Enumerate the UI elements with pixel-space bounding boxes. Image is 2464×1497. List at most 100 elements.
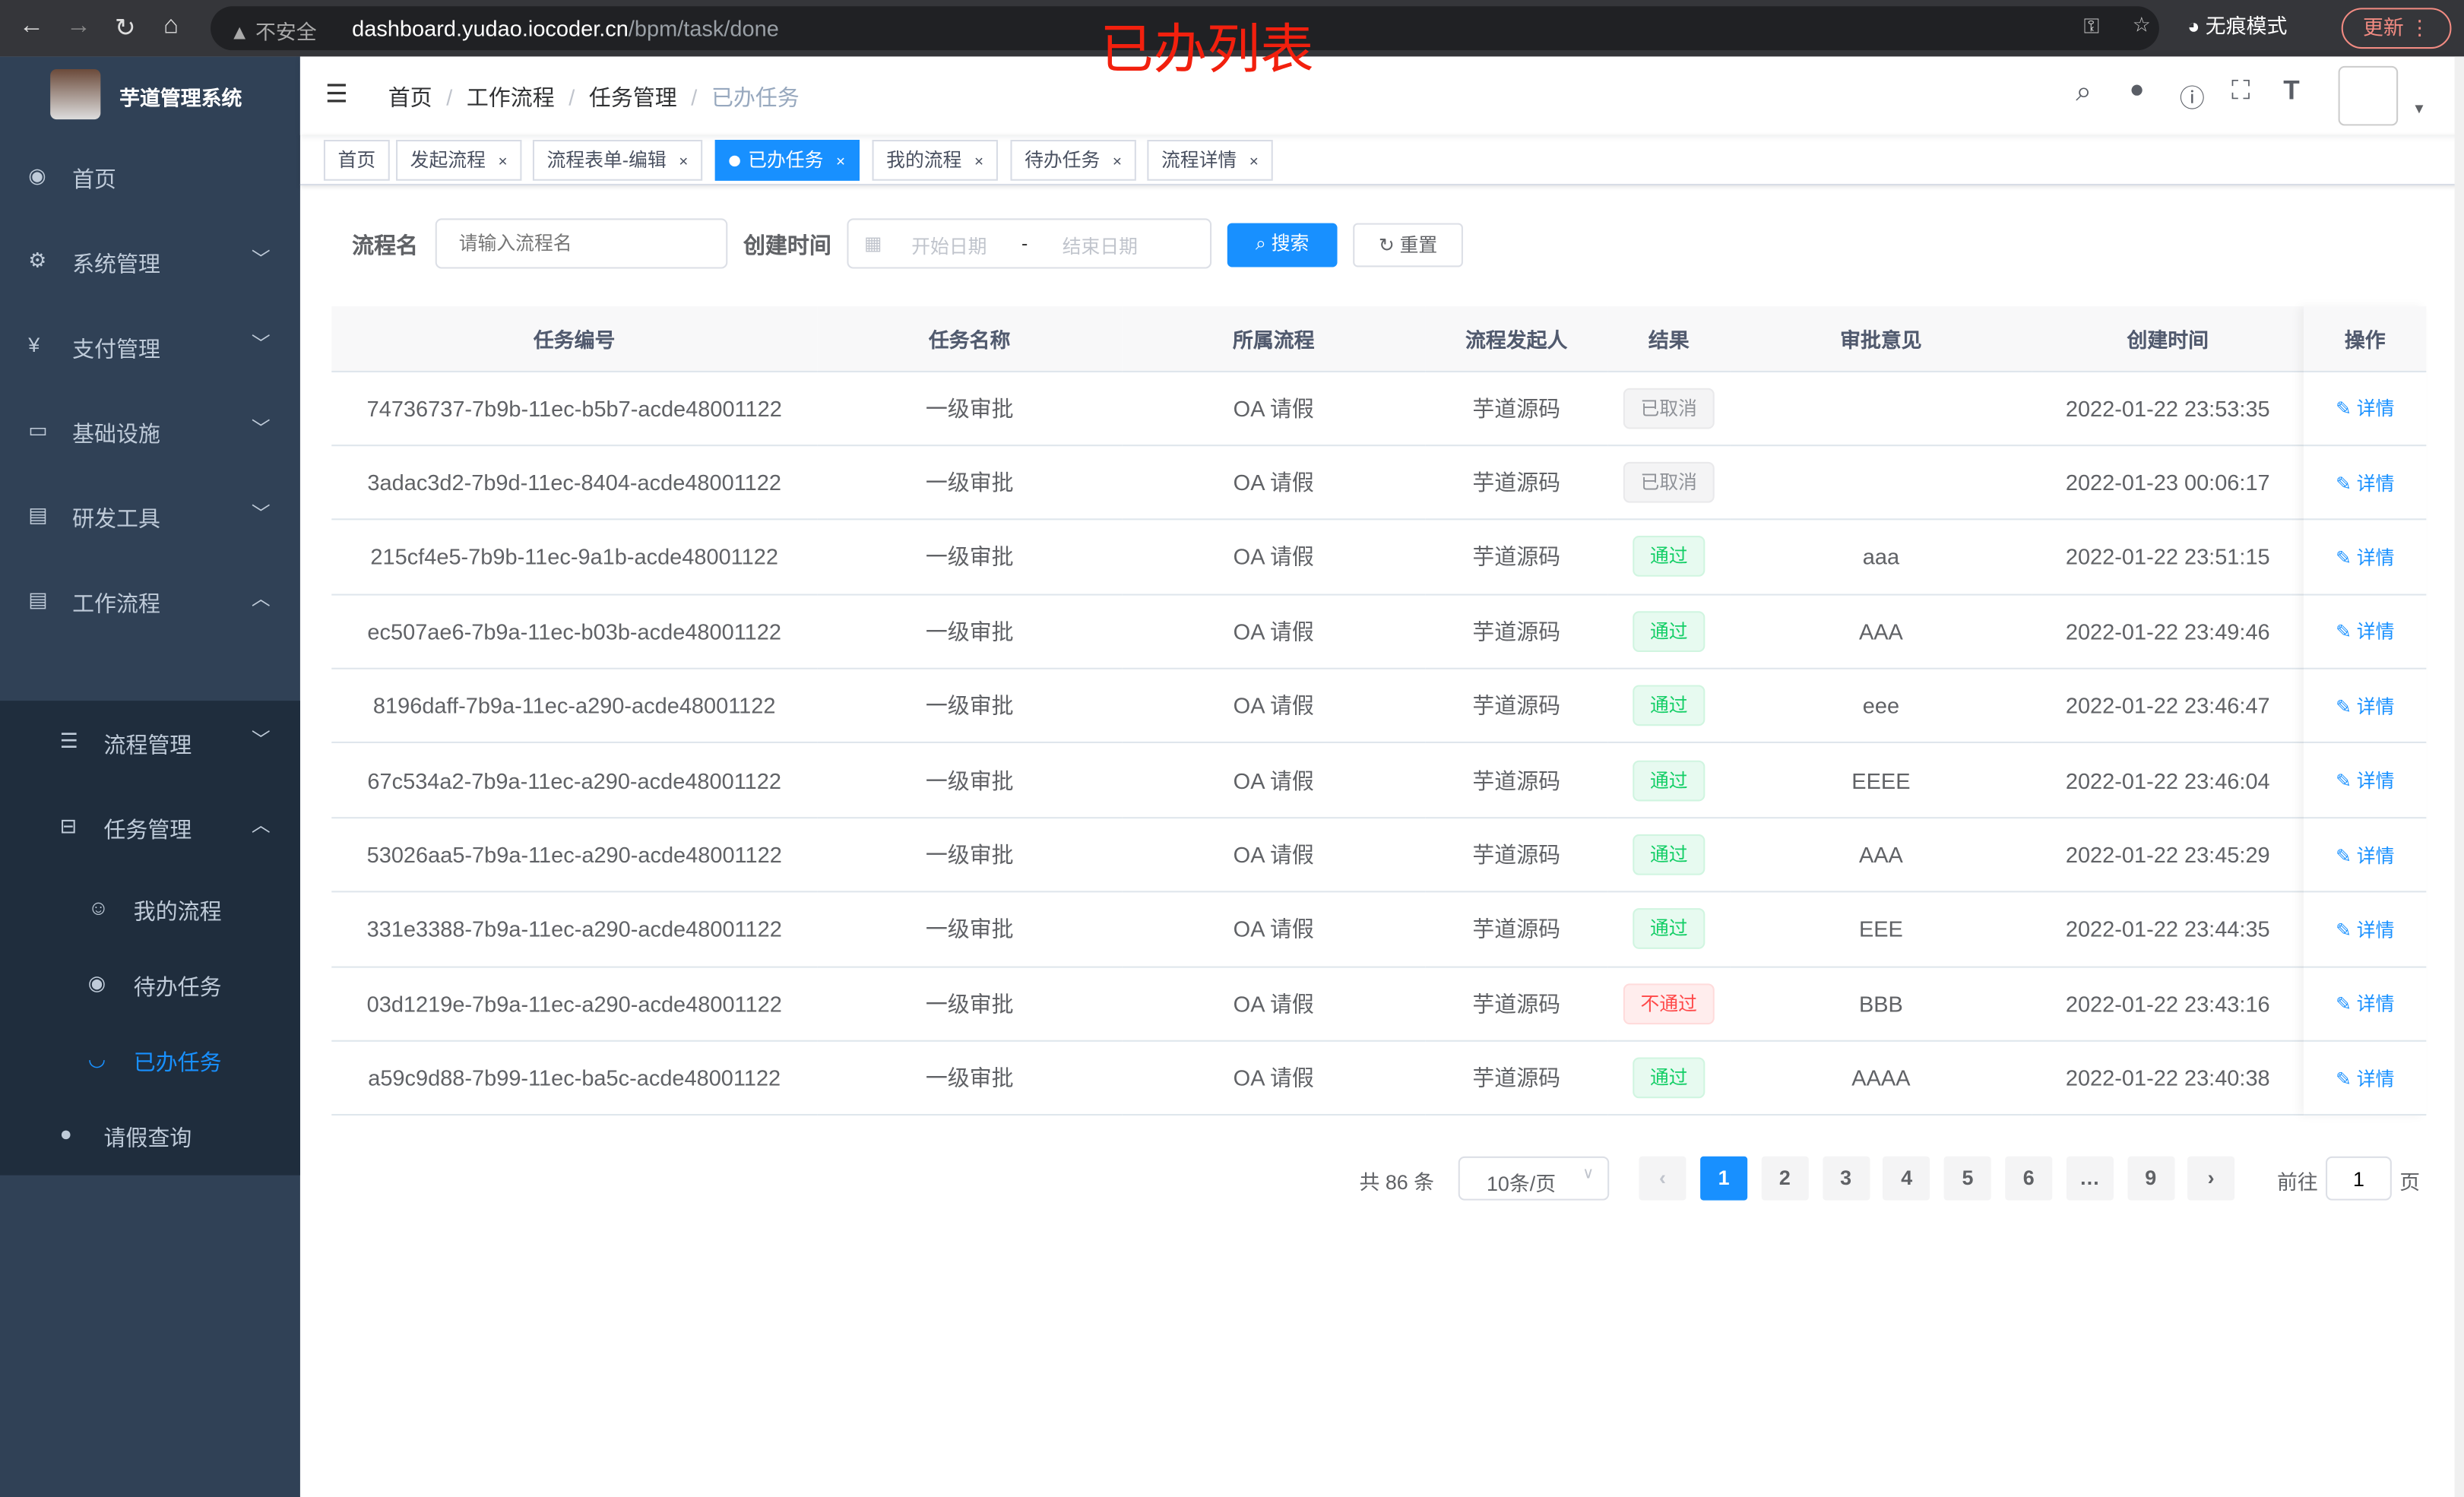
- table-cell: 一级审批: [817, 593, 1123, 669]
- tag-item[interactable]: 待办任务 ×: [1010, 140, 1136, 181]
- date-range-picker[interactable]: ▦ 开始日期 - 结束日期: [847, 218, 1212, 269]
- prev-page-button[interactable]: ‹: [1639, 1156, 1686, 1201]
- chevron-icon: ﹀: [251, 333, 271, 356]
- sidebar-item[interactable]: ▤ 研发工具 ﹀: [0, 474, 300, 559]
- table-cell: 2022-01-22 23:46:04: [2032, 742, 2304, 818]
- github-icon[interactable]: ●: [2129, 77, 2145, 104]
- hamburger-icon[interactable]: ☰: [325, 81, 348, 109]
- breadcrumb-item: 已办任务: [711, 84, 800, 110]
- tag-item[interactable]: 已办任务 ×: [714, 140, 860, 181]
- sidebar-item[interactable]: ◉ 首页: [0, 135, 300, 220]
- search-icon[interactable]: ⌕: [2076, 75, 2092, 107]
- action-cell: ✎ 详情: [2304, 593, 2427, 669]
- detail-link[interactable]: ✎ 详情: [2336, 844, 2394, 866]
- next-page-button[interactable]: ›: [2187, 1156, 2235, 1201]
- close-icon[interactable]: ×: [1249, 153, 1259, 172]
- detail-link[interactable]: ✎ 详情: [2336, 397, 2394, 419]
- cell-text: 2022-01-22 23:44:35: [2065, 916, 2270, 942]
- detail-link[interactable]: ✎ 详情: [2336, 472, 2394, 494]
- cell-text: 2022-01-22 23:43:16: [2065, 991, 2270, 1017]
- update-button[interactable]: 更新 ⋮: [2341, 8, 2452, 49]
- status-badge: 已取消: [1623, 462, 1715, 503]
- close-icon[interactable]: ×: [498, 153, 508, 172]
- end-date-input[interactable]: 结束日期: [1062, 236, 1138, 258]
- detail-link[interactable]: ✎ 详情: [2336, 993, 2394, 1015]
- table-cell: OA 请假: [1122, 1040, 1426, 1116]
- goto-page-input[interactable]: [2326, 1156, 2392, 1201]
- table-cell: 一级审批: [817, 891, 1123, 967]
- avatar[interactable]: [2338, 65, 2399, 126]
- forward-icon[interactable]: →: [65, 12, 91, 40]
- sidebar-item-leave-query[interactable]: ● 请假查询: [0, 1097, 300, 1172]
- cell-text: OA 请假: [1233, 619, 1314, 644]
- table-cell: BBB: [1730, 966, 2032, 1042]
- detail-link[interactable]: ✎ 详情: [2336, 1068, 2394, 1090]
- submenu-leaf[interactable]: ◡ 已办任务: [0, 1021, 300, 1097]
- tag-item[interactable]: 流程表单-编辑 ×: [532, 140, 702, 181]
- close-icon[interactable]: ×: [679, 153, 689, 172]
- fullscreen-icon[interactable]: ⛶: [2231, 75, 2250, 106]
- table-cell: 芋道源码: [1425, 1040, 1608, 1116]
- page-button[interactable]: 1: [1700, 1156, 1748, 1201]
- more-pages-button[interactable]: …: [2066, 1156, 2114, 1201]
- chevron-icon: ﹀: [251, 417, 271, 440]
- detail-link[interactable]: ✎ 详情: [2336, 770, 2394, 792]
- close-icon[interactable]: ×: [974, 153, 984, 172]
- page-button[interactable]: 6: [2005, 1156, 2053, 1201]
- breadcrumb-item[interactable]: 首页: [388, 84, 432, 110]
- close-icon[interactable]: ×: [1112, 153, 1122, 172]
- back-icon[interactable]: ←: [18, 12, 44, 40]
- page-button[interactable]: 9: [2127, 1156, 2174, 1201]
- reload-icon[interactable]: ↻: [114, 15, 136, 43]
- sidebar-item[interactable]: ▤ 工作流程 ︿: [0, 559, 300, 644]
- home-icon[interactable]: ⌂: [163, 12, 179, 40]
- detail-link[interactable]: ✎ 详情: [2336, 621, 2394, 643]
- sidebar-item[interactable]: ▭ 基础设施 ﹀: [0, 390, 300, 475]
- sidebar-item[interactable]: ¥ 支付管理 ﹀: [0, 305, 300, 390]
- page-size-select[interactable]: 10条/页 ∨: [1458, 1156, 1610, 1201]
- cell-text: 2022-01-22 23:49:46: [2065, 619, 2270, 644]
- reset-button[interactable]: ↻ 重置: [1353, 223, 1463, 267]
- sidebar-item[interactable]: ⚙ 系统管理 ﹀: [0, 220, 300, 305]
- star-icon[interactable]: ☆: [2132, 12, 2151, 36]
- page-button[interactable]: 4: [1883, 1156, 1930, 1201]
- process-name-label: 流程名: [352, 233, 418, 258]
- table-cell: 芋道源码: [1425, 668, 1608, 744]
- address-bar[interactable]: ▲ 不安全 dashboard.yudao.iocoder.cn/bpm/tas…: [211, 6, 2159, 51]
- detail-link[interactable]: ✎ 详情: [2336, 695, 2394, 717]
- detail-label: 详情: [2356, 993, 2395, 1016]
- page-button[interactable]: 3: [1822, 1156, 1870, 1201]
- cell-text: OA 请假: [1233, 991, 1314, 1017]
- breadcrumb-item[interactable]: 任务管理: [588, 84, 677, 110]
- key-icon[interactable]: ⚿: [2083, 14, 2100, 38]
- submenu-leaf[interactable]: ☺ 我的流程: [0, 870, 300, 945]
- cell-text: OA 请假: [1233, 470, 1314, 495]
- scrollbar[interactable]: [2454, 56, 2464, 1497]
- process-name-input[interactable]: [435, 218, 728, 269]
- action-cell: ✎ 详情: [2304, 370, 2427, 446]
- cell-text: OA 请假: [1233, 693, 1314, 719]
- tag-item[interactable]: 我的流程 ×: [872, 140, 998, 181]
- detail-link[interactable]: ✎ 详情: [2336, 546, 2394, 568]
- submenu-item[interactable]: ☰ 流程管理 ﹀: [0, 701, 300, 786]
- tag-item[interactable]: 发起流程 ×: [396, 140, 522, 181]
- cell-text: 2022-01-22 23:46:04: [2065, 767, 2270, 793]
- tag-item[interactable]: 流程详情 ×: [1147, 140, 1273, 181]
- tag-item[interactable]: 首页: [323, 140, 390, 181]
- cell-text: 2022-01-22 23:51:15: [2065, 544, 2270, 570]
- caret-down-icon[interactable]: ▼: [2412, 100, 2427, 117]
- close-icon[interactable]: ×: [835, 153, 846, 172]
- status-badge: 已取消: [1623, 388, 1715, 429]
- detail-link[interactable]: ✎ 详情: [2336, 919, 2394, 941]
- help-icon[interactable]: ⓘ: [2179, 86, 2205, 113]
- page-button[interactable]: 2: [1761, 1156, 1809, 1201]
- page-button[interactable]: 5: [1944, 1156, 1992, 1201]
- fixed-column-shadow: [2304, 306, 2426, 1116]
- start-date-input[interactable]: 开始日期: [911, 236, 987, 258]
- search-button[interactable]: ⌕ 搜索: [1227, 223, 1338, 267]
- action-cell: ✎ 详情: [2304, 1040, 2427, 1116]
- submenu-leaf[interactable]: ◉ 待办任务: [0, 946, 300, 1021]
- submenu-item[interactable]: ⊟ 任务管理 ︿: [0, 786, 300, 871]
- breadcrumb-item[interactable]: 工作流程: [466, 84, 555, 110]
- font-size-icon[interactable]: T: [2283, 75, 2300, 106]
